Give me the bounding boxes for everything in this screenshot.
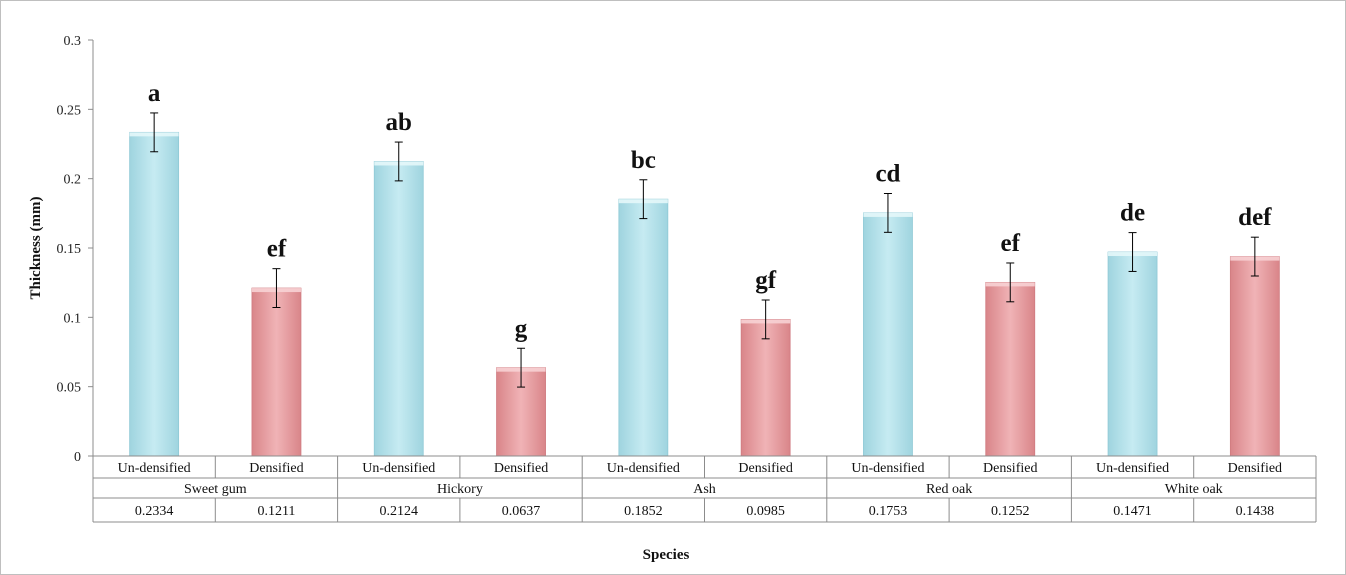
significance-letter: bc <box>631 147 656 174</box>
treatment-label: Densified <box>494 461 548 476</box>
treatment-label: Un-densified <box>362 461 435 476</box>
bar <box>1229 256 1280 457</box>
x-axis-title: Species <box>643 547 690 563</box>
species-label: White oak <box>1165 482 1223 497</box>
significance-letter: ef <box>1001 230 1021 257</box>
value-label: 0.1753 <box>869 504 908 519</box>
value-label: 0.1211 <box>257 504 295 519</box>
treatment-label: Un-densified <box>118 461 191 476</box>
bar <box>618 198 669 457</box>
significance-letter: a <box>148 80 161 107</box>
category-table: Un-densified 0.2334 Densified 0.1211 Un-dens… <box>92 455 1317 523</box>
y-axis-title: Thickness (mm) <box>28 197 44 300</box>
species-label: Sweet gum <box>184 482 247 497</box>
value-label: 0.0985 <box>746 504 785 519</box>
treatment-label: Densified <box>1228 461 1282 476</box>
significance-letter: de <box>1120 200 1145 227</box>
value-label: 0.1471 <box>1113 504 1152 519</box>
y-tick-label: 0 <box>74 450 81 465</box>
bars-layer: a ef ab g bc gf cd ef de def <box>129 80 1280 457</box>
treatment-label: Un-densified <box>851 461 924 476</box>
bar <box>740 319 791 457</box>
y-tick-label: 0.25 <box>57 103 82 118</box>
value-label: 0.1252 <box>991 504 1030 519</box>
y-tick-label: 0.15 <box>57 242 82 257</box>
value-label: 0.1852 <box>624 504 663 519</box>
significance-letter: gf <box>755 267 777 294</box>
bar <box>373 161 424 457</box>
species-label: Hickory <box>437 482 483 497</box>
y-axis: 0 0.05 0.1 0.15 0.2 0.25 0.3 <box>57 34 94 465</box>
treatment-label: Un-densified <box>607 461 680 476</box>
significance-letter: ab <box>386 109 412 136</box>
y-tick-label: 0.05 <box>57 381 82 396</box>
significance-letter: def <box>1238 204 1272 231</box>
treatment-label: Densified <box>249 461 303 476</box>
value-label: 0.2124 <box>380 504 419 519</box>
bar <box>863 212 913 457</box>
y-tick-label: 0.3 <box>64 34 82 49</box>
y-tick-label: 0.1 <box>64 311 82 326</box>
bar <box>1107 251 1158 457</box>
significance-letter: ef <box>267 236 287 263</box>
significance-letter: g <box>515 315 528 342</box>
y-tick-label: 0.2 <box>64 173 82 188</box>
treatment-label: Un-densified <box>1096 461 1169 476</box>
bar <box>251 287 302 457</box>
treatment-label: Densified <box>983 461 1037 476</box>
value-label: 0.2334 <box>135 504 174 519</box>
significance-letter: cd <box>875 161 900 188</box>
value-label: 0.1438 <box>1236 504 1275 519</box>
bar <box>129 131 180 457</box>
value-label: 0.0637 <box>502 504 541 519</box>
bar <box>985 281 1036 457</box>
species-label: Red oak <box>926 482 972 497</box>
treatment-label: Densified <box>738 461 792 476</box>
species-label: Ash <box>693 482 716 497</box>
